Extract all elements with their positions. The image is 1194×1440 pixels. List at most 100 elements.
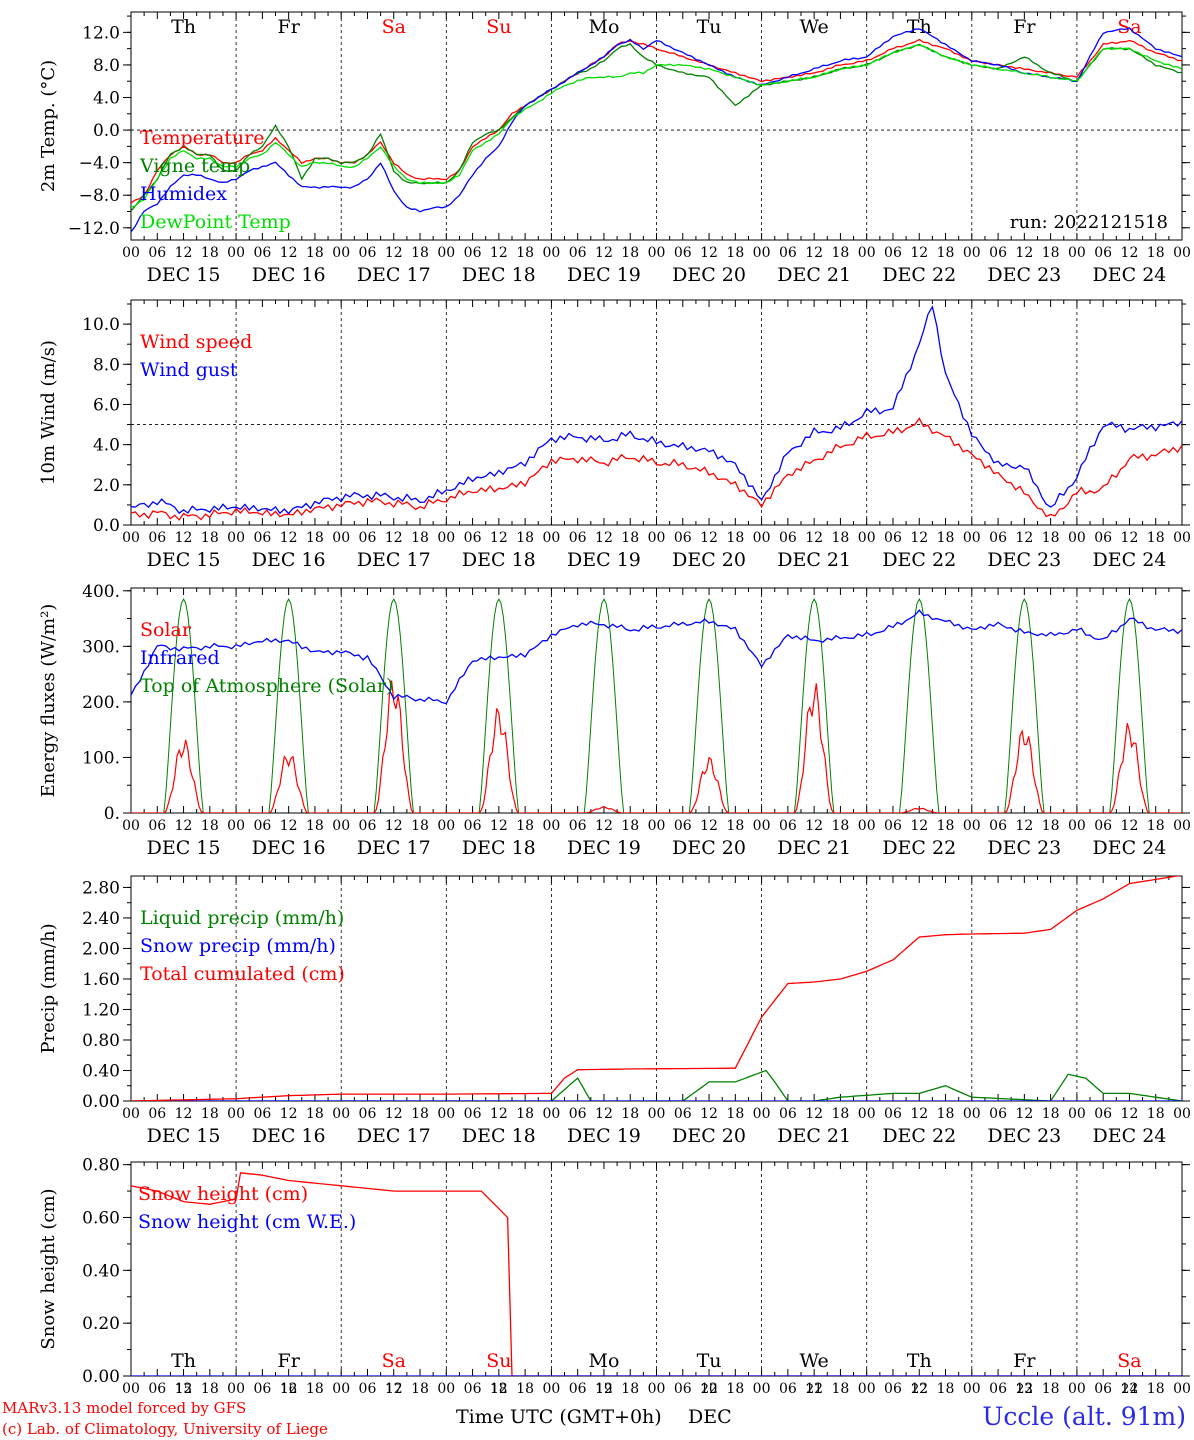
x-hour-label: 06 [359, 245, 377, 261]
x-hour-label: 06 [359, 818, 377, 834]
x-hour-label: 18 [621, 818, 639, 834]
x-hour-label: 00 [753, 530, 771, 546]
x-date-label: DEC 20 [672, 1125, 746, 1147]
y-tick-label: 0.00 [82, 1367, 120, 1387]
x-hour-label: 00 [1068, 530, 1086, 546]
x-hour-label: 00 [858, 818, 876, 834]
x-hour-label: 18 [516, 1381, 534, 1397]
x-hour-label: 06 [674, 245, 692, 261]
legend-entry: Snow height (cm W.E.) [138, 1211, 356, 1233]
x-hour-label: 12 [280, 818, 298, 834]
x-date-label: DEC 18 [462, 264, 536, 286]
legend-entry: Wind gust [140, 359, 238, 381]
x-hour-label: 06 [569, 530, 587, 546]
x-hour-label: 12 [280, 1381, 298, 1397]
legend-entry: Temperature [140, 127, 264, 149]
x-hour-label: 06 [148, 818, 166, 834]
x-date-label: DEC 17 [357, 1125, 431, 1147]
x-hour-label: 06 [253, 1106, 271, 1122]
x-hour-label: 18 [621, 245, 639, 261]
x-hour-label: 12 [1015, 1381, 1033, 1397]
x-hour-label: 06 [464, 1381, 482, 1397]
x-hour-label: 06 [569, 245, 587, 261]
y-tick-label: 2.40 [82, 909, 120, 929]
y-axis-label: Energy fluxes (W/m²) [38, 604, 59, 798]
x-day-number: 21 [806, 1382, 823, 1397]
x-hour-label: 06 [989, 1106, 1007, 1122]
x-date-label: DEC 20 [672, 837, 746, 859]
x-hour-label: 00 [122, 818, 140, 834]
x-hour-label: 06 [884, 245, 902, 261]
y-tick-label: 10.0 [82, 315, 120, 335]
x-hour-label: 00 [437, 245, 455, 261]
y-tick-label: 0.60 [82, 1208, 120, 1228]
x-hour-label: 18 [411, 530, 429, 546]
x-date-label: DEC 16 [252, 549, 326, 571]
x-date-label: DEC 23 [987, 1125, 1061, 1147]
x-hour-label: 18 [832, 245, 850, 261]
x-hour-label: 00 [542, 1381, 560, 1397]
x-hour-label: 06 [359, 1381, 377, 1397]
x-hour-label: 00 [1173, 818, 1191, 834]
x-hour-label: 18 [201, 245, 219, 261]
weekday-label: Tu [697, 16, 722, 38]
x-hour-label: 12 [1121, 530, 1139, 546]
x-hour-label: 12 [490, 1381, 508, 1397]
y-tick-label: 8.0 [93, 56, 120, 76]
x-hour-label: 12 [595, 1381, 613, 1397]
x-date-label: DEC 18 [462, 837, 536, 859]
x-date-label: DEC 24 [1093, 549, 1167, 571]
y-tick-label: 0.0 [93, 121, 120, 141]
x-hour-label: 00 [542, 818, 560, 834]
weekday-label: Sa [1117, 1350, 1141, 1372]
y-tick-label: 2.0 [93, 476, 120, 496]
legend-entry: Infrared [140, 647, 220, 669]
x-hour-label: 18 [306, 818, 324, 834]
x-hour-label: 06 [253, 530, 271, 546]
x-date-label: DEC 22 [882, 1125, 956, 1147]
x-hour-label: 06 [989, 818, 1007, 834]
x-hour-label: 12 [910, 1381, 928, 1397]
x-hour-label: 12 [1015, 245, 1033, 261]
x-hour-label: 06 [569, 1106, 587, 1122]
x-hour-label: 06 [779, 1106, 797, 1122]
weekday-label: Sa [1117, 16, 1141, 38]
x-hour-label: 00 [963, 1381, 981, 1397]
weekday-label: Sa [382, 16, 406, 38]
x-hour-label: 12 [910, 245, 928, 261]
legend-entry: Wind speed [140, 331, 252, 353]
x-day-number: 19 [596, 1382, 613, 1397]
x-date-label: DEC 22 [882, 549, 956, 571]
x-axis-title: Time UTC (GMT+0h) [456, 1406, 662, 1428]
x-hour-label: 18 [516, 530, 534, 546]
x-hour-label: 00 [122, 1106, 140, 1122]
y-tick-label: 200. [82, 693, 120, 713]
x-hour-label: 12 [595, 818, 613, 834]
legend-entry: Humidex [140, 183, 227, 205]
y-tick-label: 0.40 [82, 1061, 120, 1081]
y-tick-label: −4.0 [79, 154, 120, 174]
x-hour-label: 06 [989, 1381, 1007, 1397]
x-hour-label: 18 [726, 530, 744, 546]
x-hour-label: 12 [175, 530, 193, 546]
x-hour-label: 06 [148, 1381, 166, 1397]
x-hour-label: 18 [726, 1381, 744, 1397]
x-hour-label: 00 [437, 530, 455, 546]
x-hour-label: 12 [1121, 1106, 1139, 1122]
legend-entry: Vigne temp [139, 155, 250, 177]
x-hour-label: 12 [1015, 818, 1033, 834]
y-tick-label: −12.0 [68, 219, 120, 239]
x-hour-label: 12 [595, 245, 613, 261]
x-date-label: DEC 24 [1093, 264, 1167, 286]
x-hour-label: 18 [726, 1106, 744, 1122]
x-hour-label: 12 [1121, 245, 1139, 261]
station-name: Uccle (alt. 91m) [982, 1402, 1186, 1431]
x-hour-label: 00 [542, 530, 560, 546]
x-hour-label: 18 [1042, 245, 1060, 261]
x-day-number: 15 [175, 1382, 192, 1397]
x-hour-label: 12 [385, 1381, 403, 1397]
x-hour-label: 00 [332, 818, 350, 834]
x-hour-label: 12 [385, 530, 403, 546]
x-hour-label: 12 [700, 1381, 718, 1397]
x-hour-label: 00 [1068, 1381, 1086, 1397]
